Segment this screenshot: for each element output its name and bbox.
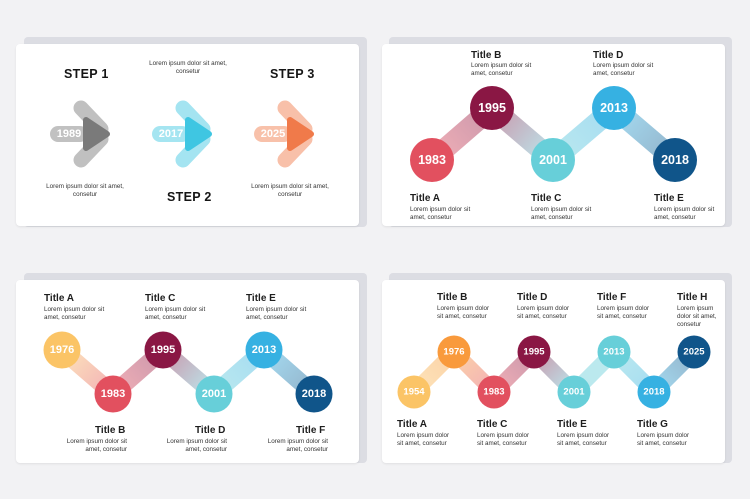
panel4-title-7: Title H xyxy=(677,292,708,303)
panel4-desc-6: Lorem ipsum dolor sit amet, consetur xyxy=(637,432,690,447)
panel2-node-year-3: 2013 xyxy=(600,101,628,115)
step-1-label: STEP 1 xyxy=(64,67,109,81)
arrow-shape xyxy=(50,126,88,142)
panel3-node-5 xyxy=(295,375,333,413)
panel4-node-2 xyxy=(477,375,511,409)
panel4-title-1: Title B xyxy=(437,292,468,303)
panel3-node-year-0: 1976 xyxy=(50,344,74,356)
panel2-node-3 xyxy=(592,86,636,130)
panel2-desc-0: Lorem ipsum dolor sit amet, consetur xyxy=(410,206,471,221)
panel2-node-4 xyxy=(653,138,697,182)
step-2-label: STEP 2 xyxy=(167,190,212,204)
panel4-node-0 xyxy=(397,375,431,409)
panel2-node-year-4: 2018 xyxy=(661,153,689,167)
panel4-node-year-4: 2001 xyxy=(563,387,585,398)
panel4-node-year-3: 1995 xyxy=(523,347,545,358)
panel4-node-year-7: 2025 xyxy=(683,347,705,358)
arrow-shape xyxy=(83,117,110,151)
panel3-title-4: Title E xyxy=(246,293,276,304)
panel2-node-year-0: 1983 xyxy=(418,153,446,167)
panel4-node-year-5: 2013 xyxy=(603,347,624,358)
step-3-label: STEP 3 xyxy=(270,67,315,81)
panel3-title-3: Title D xyxy=(195,425,226,436)
step-3-arrow: 2025 xyxy=(254,100,314,168)
panel3-desc-2: Lorem ipsum dolor sit amet, consetur xyxy=(145,306,206,321)
panel4-desc-3: Lorem ipsum dolor sit amet, consetur xyxy=(517,305,570,320)
arrow-shape xyxy=(185,117,212,151)
panel3-title-1: Title B xyxy=(95,425,126,436)
panel4-node-1 xyxy=(437,335,471,369)
panel4-desc-7: Lorem ipsum dolor sit amet, consetur xyxy=(677,305,717,328)
panel2-title-3: Title D xyxy=(593,50,624,61)
panel3-node-3 xyxy=(195,375,233,413)
panel3-desc-0: Lorem ipsum dolor sit amet, consetur xyxy=(44,306,105,321)
panel2-desc-4: Lorem ipsum dolor sit amet, consetur xyxy=(654,206,715,221)
panel4-title-3: Title D xyxy=(517,292,548,303)
step-1-year: 1989 xyxy=(57,128,81,140)
panel3-node-year-5: 2018 xyxy=(302,388,326,400)
panel2-desc-1: Lorem ipsum dolor sit amet, consetur xyxy=(471,62,532,77)
panel4-node-year-2: 1983 xyxy=(483,387,504,398)
panel2-node-year-2: 2001 xyxy=(539,153,567,167)
panel3-desc-5: Lorem ipsum dolor sit amet, consetur xyxy=(267,438,328,453)
panel3-node-4 xyxy=(245,331,283,369)
panel4-title-5: Title F xyxy=(597,292,627,303)
panel2-title-4: Title E xyxy=(654,193,684,204)
panel4-node-4 xyxy=(557,375,591,409)
arrow-shape xyxy=(287,117,314,151)
panel4-desc-0: Lorem ipsum dolor sit amet, consetur xyxy=(397,432,450,447)
panel4-node-3 xyxy=(517,335,551,369)
panel2-node-2 xyxy=(531,138,575,182)
step-2-arrow: 2017 xyxy=(152,100,212,168)
panel3-node-year-3: 2001 xyxy=(202,388,226,400)
panel3-title-2: Title C xyxy=(145,293,176,304)
panel4-node-5 xyxy=(597,335,631,369)
panel4-desc-2: Lorem ipsum dolor sit amet, consetur xyxy=(477,432,530,447)
panel2-title-1: Title B xyxy=(471,50,502,61)
panel2-node-year-1: 1995 xyxy=(478,101,506,115)
panel2-title-0: Title A xyxy=(410,193,441,204)
panel4-node-6 xyxy=(637,375,671,409)
panel4-title-2: Title C xyxy=(477,419,508,430)
panel2-desc-2: Lorem ipsum dolor sit amet, consetur xyxy=(531,206,592,221)
panel4-desc-1: Lorem ipsum dolor sit amet, consetur xyxy=(437,305,490,320)
arrow-shape xyxy=(254,126,292,142)
panel3-node-0 xyxy=(43,331,81,369)
panel3-node-year-2: 1995 xyxy=(151,344,175,356)
step-1-desc: Lorem ipsum dolor sit amet, consetur xyxy=(46,183,124,198)
panel4-node-year-0: 1954 xyxy=(403,387,425,398)
panel3-node-year-4: 2013 xyxy=(252,344,276,356)
panel4-desc-5: Lorem ipsum dolor sit amet, consetur xyxy=(597,305,650,320)
panel4-desc-4: Lorem ipsum dolor sit amet, consetur xyxy=(557,432,610,447)
panel4-node-year-6: 2018 xyxy=(643,387,664,398)
step-2-year: 2017 xyxy=(159,128,183,140)
panel4-title-4: Title E xyxy=(557,419,587,430)
panel3-desc-1: Lorem ipsum dolor sit amet, consetur xyxy=(66,438,127,453)
panel2-desc-3: Lorem ipsum dolor sit amet, consetur xyxy=(593,62,654,77)
step-1-arrow: 1989 xyxy=(50,100,110,168)
panel4-node-7 xyxy=(677,335,711,369)
panel4-title-0: Title A xyxy=(397,419,428,430)
panel2-title-2: Title C xyxy=(531,193,562,204)
step-3-year: 2025 xyxy=(261,128,285,140)
panel2-node-1 xyxy=(470,86,514,130)
panel-timeline-5 xyxy=(382,44,725,226)
panel3-title-0: Title A xyxy=(44,293,75,304)
panel4-title-6: Title G xyxy=(637,419,668,430)
panel3-title-5: Title F xyxy=(296,425,326,436)
arrow-shape xyxy=(152,126,190,142)
panel3-desc-3: Lorem ipsum dolor sit amet, consetur xyxy=(166,438,227,453)
panel2-node-0 xyxy=(410,138,454,182)
step-2-desc: Lorem ipsum dolor sit amet, consetur xyxy=(149,60,227,75)
step-3-desc: Lorem ipsum dolor sit amet, consetur xyxy=(251,183,329,198)
panel3-desc-4: Lorem ipsum dolor sit amet, consetur xyxy=(246,306,307,321)
panel3-node-2 xyxy=(144,331,182,369)
panel3-node-year-1: 1983 xyxy=(101,388,125,400)
panel3-node-1 xyxy=(94,375,132,413)
panel4-node-year-1: 1976 xyxy=(443,347,464,358)
